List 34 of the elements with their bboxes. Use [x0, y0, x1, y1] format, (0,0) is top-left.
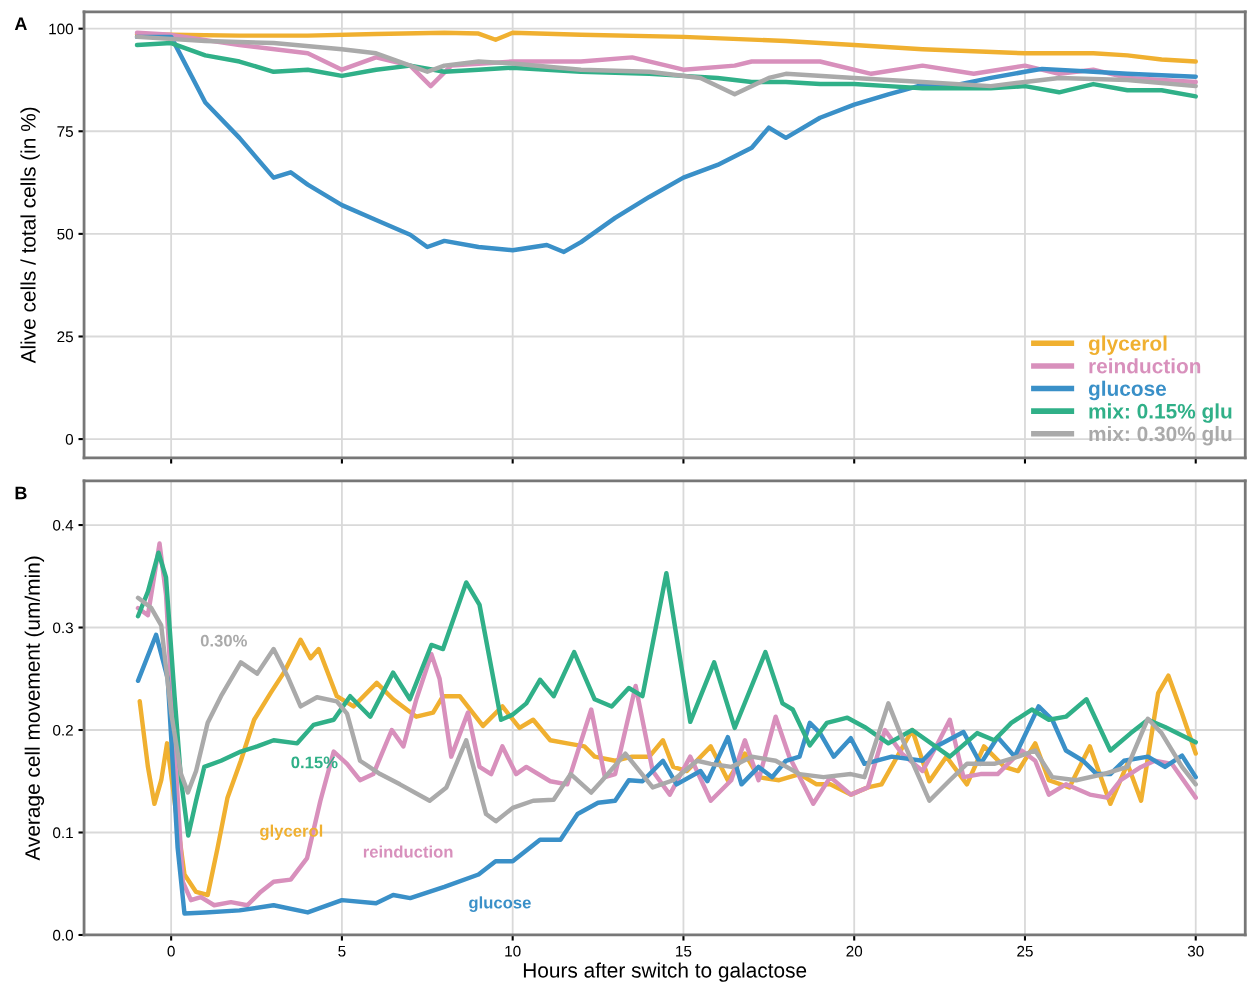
y-tick-label: 75: [57, 126, 73, 137]
y-tick-label: 100: [49, 23, 74, 35]
annotation: glucose: [469, 896, 531, 912]
x-tick-label: 15: [676, 945, 692, 957]
chart-title: B: [15, 486, 27, 500]
x-tick-label: 25: [1017, 945, 1033, 957]
x-tick-label: 20: [846, 945, 863, 957]
y-axis-title: Alive cells / total cells (in %): [20, 107, 40, 364]
y-tick-label: 50: [57, 228, 74, 240]
y-tick-label: 0.3: [53, 622, 73, 634]
x-axis-title: Hours after switch to galactose: [523, 962, 807, 982]
y-tick-label: 0.4: [53, 519, 74, 531]
legend-label: mix: 0.30% glu: [1089, 425, 1232, 446]
y-tick-label: 0.0: [53, 929, 74, 941]
y-tick-label: 0.2: [53, 724, 73, 736]
line-series: [135, 595, 1198, 824]
legend-label: glycerol: [1088, 335, 1167, 356]
legend-label: reinduction: [1089, 358, 1201, 374]
legend-label: glucose: [1088, 380, 1167, 401]
annotation: reinduction: [363, 845, 453, 858]
y-tick-label: 0.1: [53, 827, 73, 839]
x-tick-label: 10: [505, 945, 521, 957]
y-tick-label: 0: [65, 433, 74, 445]
y-axis-title: Average cell movement (um/min): [24, 556, 45, 861]
annotation: glycerol: [260, 824, 323, 841]
x-tick-label: 0: [167, 945, 175, 957]
x-tick-label: 30: [1187, 945, 1204, 957]
annotation: 0.30%: [200, 634, 247, 647]
line-series: [134, 30, 1198, 64]
x-tick-label: 5: [338, 945, 346, 957]
chart-title: A: [14, 17, 27, 30]
annotation: 0.15%: [291, 756, 338, 769]
legend-label: mix: 0.15% glu: [1089, 403, 1232, 423]
y-tick-label: 25: [57, 331, 73, 343]
